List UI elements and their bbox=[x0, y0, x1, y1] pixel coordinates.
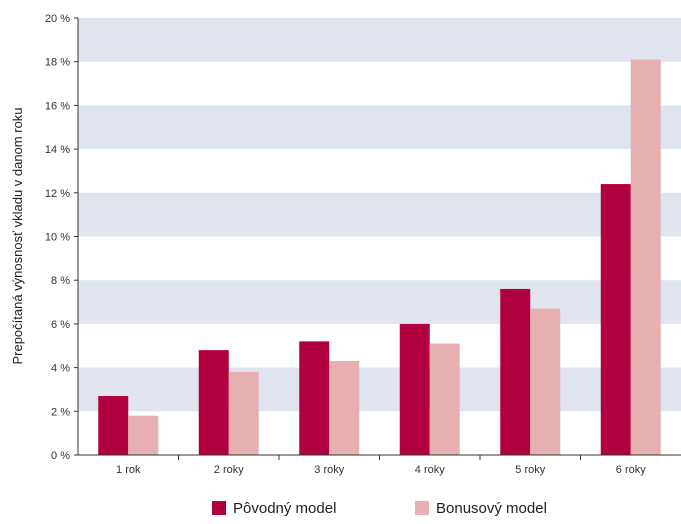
legend: Pôvodný model Bonusový model bbox=[212, 500, 547, 517]
grid-band bbox=[78, 192, 681, 237]
y-tick-label: 2 % bbox=[51, 406, 70, 418]
grid-band bbox=[78, 367, 681, 412]
bar-povodny-5 bbox=[500, 288, 531, 455]
x-tick-label: 4 roky bbox=[415, 464, 445, 476]
y-tick-labels: 0 % 2 % 4 % 6 % 8 % 10 % 12 % 14 % 16 % 18 % 20 % bbox=[45, 13, 70, 462]
x-tick-label: 2 roky bbox=[214, 464, 244, 476]
bar-povodny-2 bbox=[198, 350, 229, 455]
legend-swatch bbox=[212, 501, 226, 515]
y-tick-label: 8 % bbox=[51, 275, 70, 287]
bar-bonusovy-1 bbox=[128, 415, 159, 455]
y-tick-label: 16 % bbox=[45, 100, 70, 112]
bar-povodny-4 bbox=[399, 323, 430, 455]
grid-band bbox=[78, 280, 681, 324]
x-tick-label: 3 roky bbox=[314, 464, 344, 476]
grid-band bbox=[78, 105, 681, 150]
x-tick-labels: 1 rok 2 roky 3 roky 4 roky 5 roky 6 roky bbox=[116, 464, 646, 476]
x-tick-label: 6 roky bbox=[616, 464, 646, 476]
bar-povodny-3 bbox=[299, 341, 330, 455]
bar-povodny-1 bbox=[98, 396, 129, 455]
bar-bonusovy-2 bbox=[228, 371, 259, 455]
y-axis-label: Prepočítaná výnosnosť vkladu v danom rok… bbox=[10, 107, 25, 364]
y-tick-label: 14 % bbox=[45, 144, 70, 156]
legend-label: Pôvodný model bbox=[233, 500, 336, 517]
grid-bands bbox=[78, 18, 681, 412]
y-tick-label: 4 % bbox=[51, 363, 70, 375]
bar-bonusovy-4 bbox=[429, 343, 460, 455]
legend-swatch bbox=[415, 501, 429, 515]
y-tick-label: 20 % bbox=[45, 13, 70, 25]
x-tick-label: 5 roky bbox=[515, 464, 545, 476]
x-tick-label: 1 rok bbox=[116, 464, 141, 476]
axes-group bbox=[74, 17, 681, 460]
y-tick-label: 0 % bbox=[51, 450, 70, 462]
bar-bonusovy-5 bbox=[530, 308, 561, 455]
y-tick-label: 10 % bbox=[45, 232, 70, 244]
y-tick-label: 18 % bbox=[45, 57, 70, 69]
grid-band bbox=[78, 18, 681, 62]
bars-group bbox=[98, 59, 661, 455]
bar-bonusovy-3 bbox=[329, 361, 360, 455]
y-tick-label: 12 % bbox=[45, 188, 70, 200]
bar-bonusovy-6 bbox=[630, 59, 661, 455]
legend-label: Bonusový model bbox=[436, 500, 547, 517]
bar-povodny-6 bbox=[600, 184, 631, 455]
y-tick-label: 6 % bbox=[51, 319, 70, 331]
